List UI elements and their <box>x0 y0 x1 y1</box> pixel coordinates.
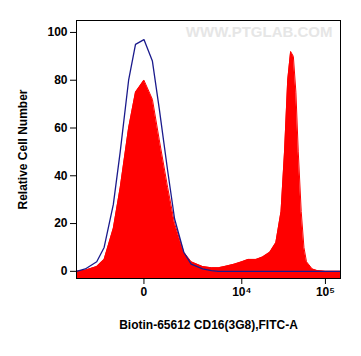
svg-text:Relative Cell Number: Relative Cell Number <box>16 89 30 209</box>
svg-text:Biotin-65612 CD16(3G8),FITC-A: Biotin-65612 CD16(3G8),FITC-A <box>119 318 298 332</box>
svg-text:80: 80 <box>54 73 68 87</box>
svg-text:60: 60 <box>54 121 68 135</box>
svg-text:10⁵: 10⁵ <box>316 285 335 299</box>
svg-text:40: 40 <box>54 169 68 183</box>
svg-text:0: 0 <box>141 285 148 299</box>
svg-text:10⁴: 10⁴ <box>232 285 251 299</box>
svg-text:100: 100 <box>47 25 67 39</box>
svg-text:WWW.PTGLAB.COM: WWW.PTGLAB.COM <box>186 23 333 40</box>
svg-text:0: 0 <box>61 264 68 278</box>
svg-text:20: 20 <box>54 216 68 230</box>
